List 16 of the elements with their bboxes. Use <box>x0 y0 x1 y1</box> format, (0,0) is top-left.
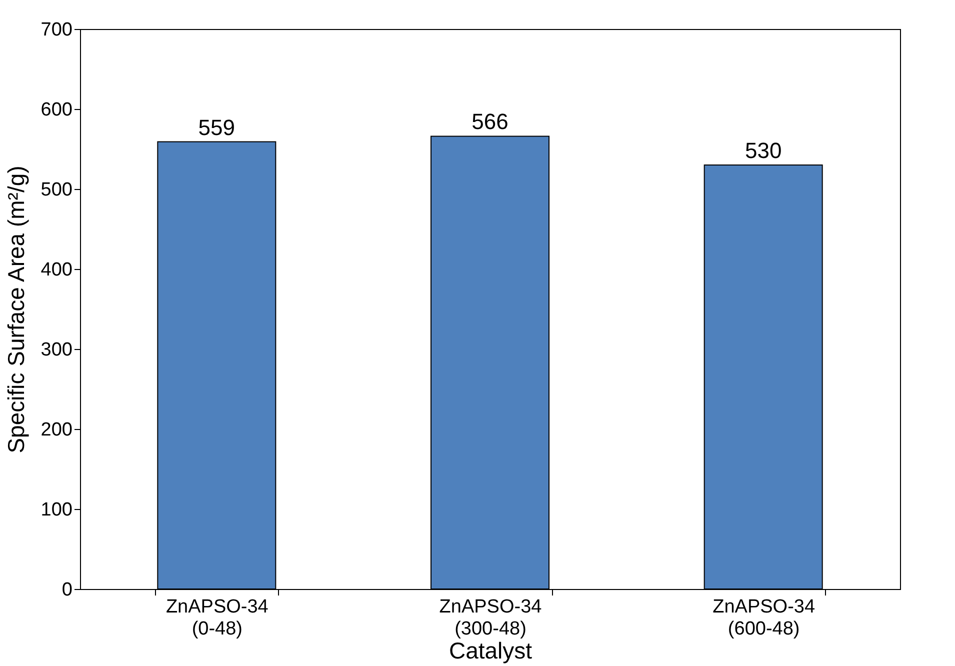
y-tick-label: 200 <box>40 420 72 440</box>
x-tick-label: ZnAPSO-34 (300-48) <box>439 596 542 640</box>
y-tick-label: 100 <box>40 500 72 520</box>
x-axis-title: Catalyst <box>448 638 533 664</box>
data-label: 566 <box>472 109 508 134</box>
y-tick-label: 300 <box>40 340 72 360</box>
y-tick-label: 600 <box>40 100 72 120</box>
y-tick-label: 500 <box>40 180 72 200</box>
y-tick-label: 0 <box>62 580 72 600</box>
x-tick-label: ZnAPSO-34 (0-48) <box>166 596 269 640</box>
y-tick-label: 400 <box>40 260 72 280</box>
x-tick-label: ZnAPSO-34 (600-48) <box>712 596 816 640</box>
data-label: 559 <box>198 114 236 140</box>
y-axis-title: Specific Surface Area (m²/g) <box>2 166 29 454</box>
y-tick-label: 700 <box>40 20 72 40</box>
data-label: 530 <box>744 138 782 163</box>
